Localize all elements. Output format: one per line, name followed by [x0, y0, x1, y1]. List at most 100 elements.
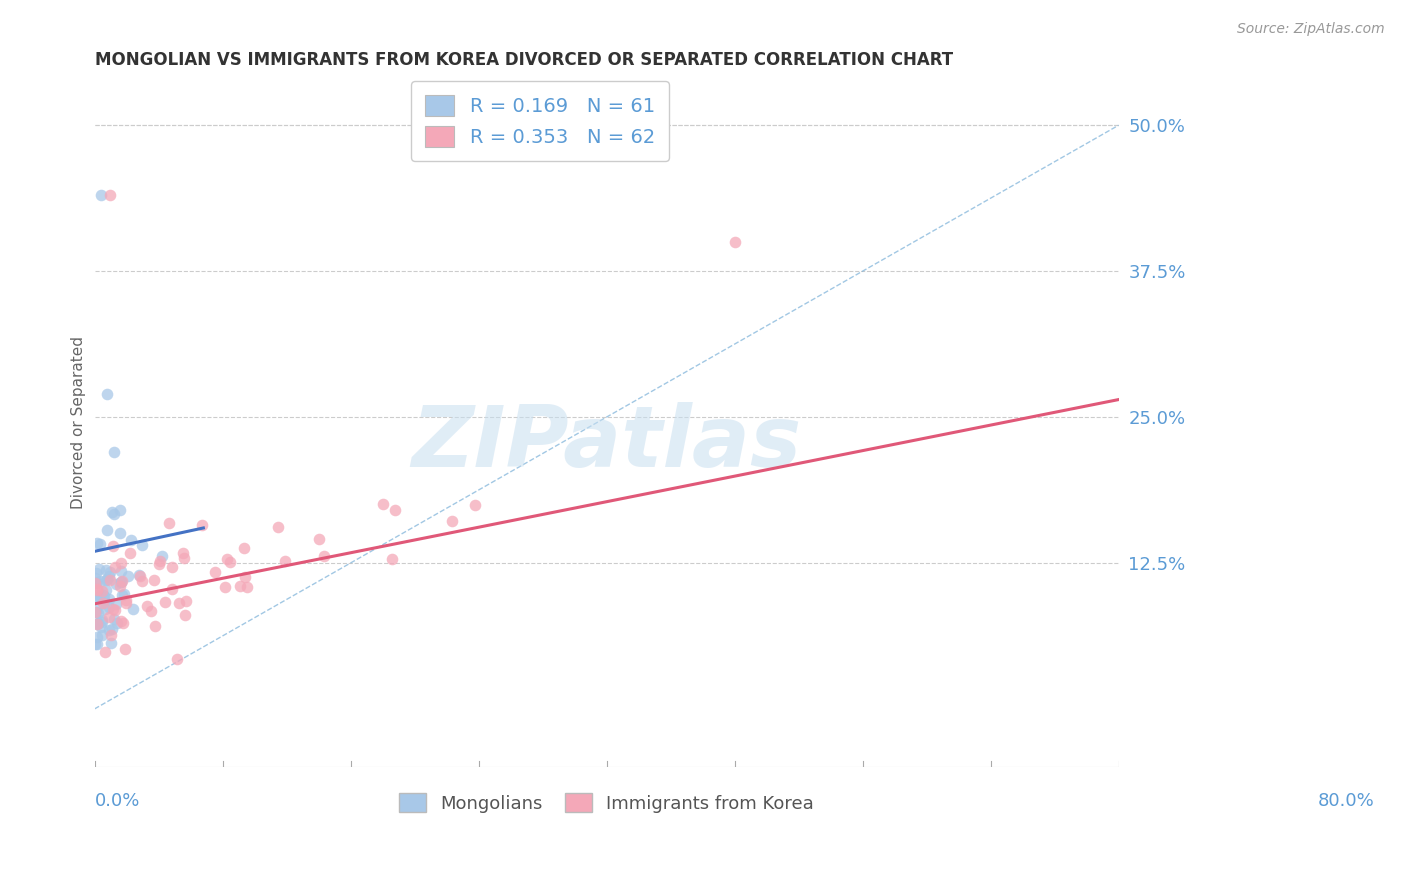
Point	[86, 637, 108, 651]
Point	[114, 587, 136, 601]
Point	[86, 588, 108, 602]
Point	[105, 598, 128, 612]
Point	[89, 589, 111, 603]
Point	[169, 596, 191, 610]
Point	[173, 550, 195, 565]
Point	[98, 566, 121, 580]
Point	[84, 566, 107, 581]
Point	[84, 637, 107, 651]
Point	[110, 579, 132, 593]
Point	[105, 615, 128, 630]
Point	[214, 580, 236, 594]
Point	[215, 551, 238, 566]
Point	[166, 652, 188, 666]
Point	[83, 571, 105, 585]
Point	[464, 498, 486, 512]
Point	[143, 619, 166, 633]
Point	[93, 593, 115, 607]
Point	[114, 642, 136, 657]
Point	[110, 556, 132, 570]
Point	[723, 235, 745, 249]
Point	[110, 575, 132, 590]
Point	[87, 615, 110, 630]
Point	[86, 617, 108, 632]
Point	[108, 503, 131, 517]
Point	[103, 539, 125, 553]
Point	[110, 565, 132, 579]
Point	[373, 497, 395, 511]
Point	[235, 580, 257, 594]
Text: MONGOLIAN VS IMMIGRANTS FROM KOREA DIVORCED OR SEPARATED CORRELATION CHART: MONGOLIAN VS IMMIGRANTS FROM KOREA DIVOR…	[94, 51, 953, 69]
Point	[117, 569, 139, 583]
Point	[191, 517, 214, 532]
Point	[100, 628, 122, 642]
Point	[90, 590, 112, 604]
Point	[204, 565, 226, 579]
Point	[96, 572, 118, 586]
Point	[91, 588, 114, 602]
Point	[86, 536, 108, 550]
Point	[110, 615, 132, 629]
Point	[115, 596, 138, 610]
Point	[112, 615, 135, 630]
Point	[94, 645, 117, 659]
Point	[83, 605, 105, 619]
Point	[143, 573, 166, 587]
Point	[111, 574, 134, 589]
Point	[89, 574, 111, 588]
Point	[91, 615, 114, 629]
Point	[110, 574, 132, 589]
Point	[110, 526, 132, 541]
Point	[98, 623, 121, 637]
Point	[103, 507, 125, 521]
Point	[91, 628, 114, 642]
Point	[312, 549, 335, 563]
Point	[94, 573, 117, 587]
Point	[84, 576, 107, 591]
Point	[162, 582, 184, 596]
Point	[86, 582, 108, 596]
Point	[97, 591, 120, 606]
Point	[86, 582, 108, 597]
Point	[129, 569, 152, 583]
Point	[86, 616, 108, 631]
Text: ZIPatlas: ZIPatlas	[412, 402, 801, 485]
Point	[94, 563, 117, 577]
Point	[96, 386, 118, 401]
Point	[87, 562, 110, 576]
Y-axis label: Divorced or Separated: Divorced or Separated	[72, 336, 86, 509]
Text: 0.0%: 0.0%	[94, 792, 141, 810]
Point	[104, 603, 127, 617]
Point	[98, 569, 121, 583]
Point	[94, 582, 117, 597]
Point	[141, 604, 163, 618]
Text: 80.0%: 80.0%	[1317, 792, 1375, 810]
Point	[87, 607, 110, 621]
Point	[100, 636, 122, 650]
Point	[84, 605, 107, 619]
Point	[91, 583, 114, 598]
Point	[97, 599, 120, 614]
Point	[98, 188, 121, 202]
Point	[149, 554, 172, 568]
Point	[135, 599, 157, 613]
Point	[104, 577, 127, 591]
Point	[83, 576, 105, 591]
Point	[131, 574, 153, 589]
Point	[219, 555, 242, 569]
Point	[103, 445, 125, 459]
Point	[96, 523, 118, 537]
Point	[267, 520, 290, 534]
Point	[229, 579, 252, 593]
Point	[233, 541, 256, 555]
Point	[93, 589, 115, 603]
Point	[89, 537, 111, 551]
Point	[115, 593, 138, 607]
Point	[103, 602, 125, 616]
Point	[94, 601, 117, 615]
Point	[90, 613, 112, 627]
Point	[174, 594, 197, 608]
Point	[90, 620, 112, 634]
Point	[111, 588, 134, 602]
Point	[86, 630, 108, 644]
